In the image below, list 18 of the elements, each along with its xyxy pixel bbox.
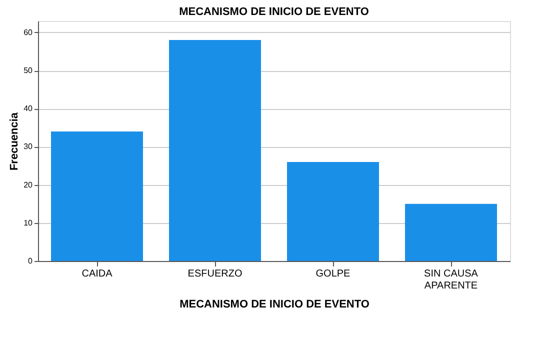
y-tick-label: 30 bbox=[24, 142, 34, 152]
bar bbox=[169, 40, 261, 261]
x-tick-label: CAIDA bbox=[82, 268, 113, 280]
y-tick-label: 0 bbox=[28, 256, 34, 266]
bar bbox=[51, 131, 143, 261]
bar bbox=[287, 162, 379, 261]
chart-title: MECANISMO DE INICIO DE EVENTO bbox=[179, 6, 370, 18]
y-tick-label: 40 bbox=[24, 104, 34, 114]
y-tick-label: 60 bbox=[24, 28, 34, 37]
x-tick-label: ESFUERZO bbox=[188, 268, 242, 280]
y-tick-label: 10 bbox=[24, 218, 34, 228]
x-axis-title: MECANISMO DE INICIO DE EVENTO bbox=[180, 298, 370, 310]
y-axis-title: Frecuencia bbox=[8, 112, 21, 171]
y-tick-label: 50 bbox=[24, 66, 34, 76]
y-tick-label: 20 bbox=[24, 180, 34, 190]
x-tick-label: SIN CAUSA APARENTE bbox=[424, 268, 478, 292]
bar bbox=[405, 204, 497, 261]
x-tick-label: GOLPE bbox=[316, 268, 351, 280]
